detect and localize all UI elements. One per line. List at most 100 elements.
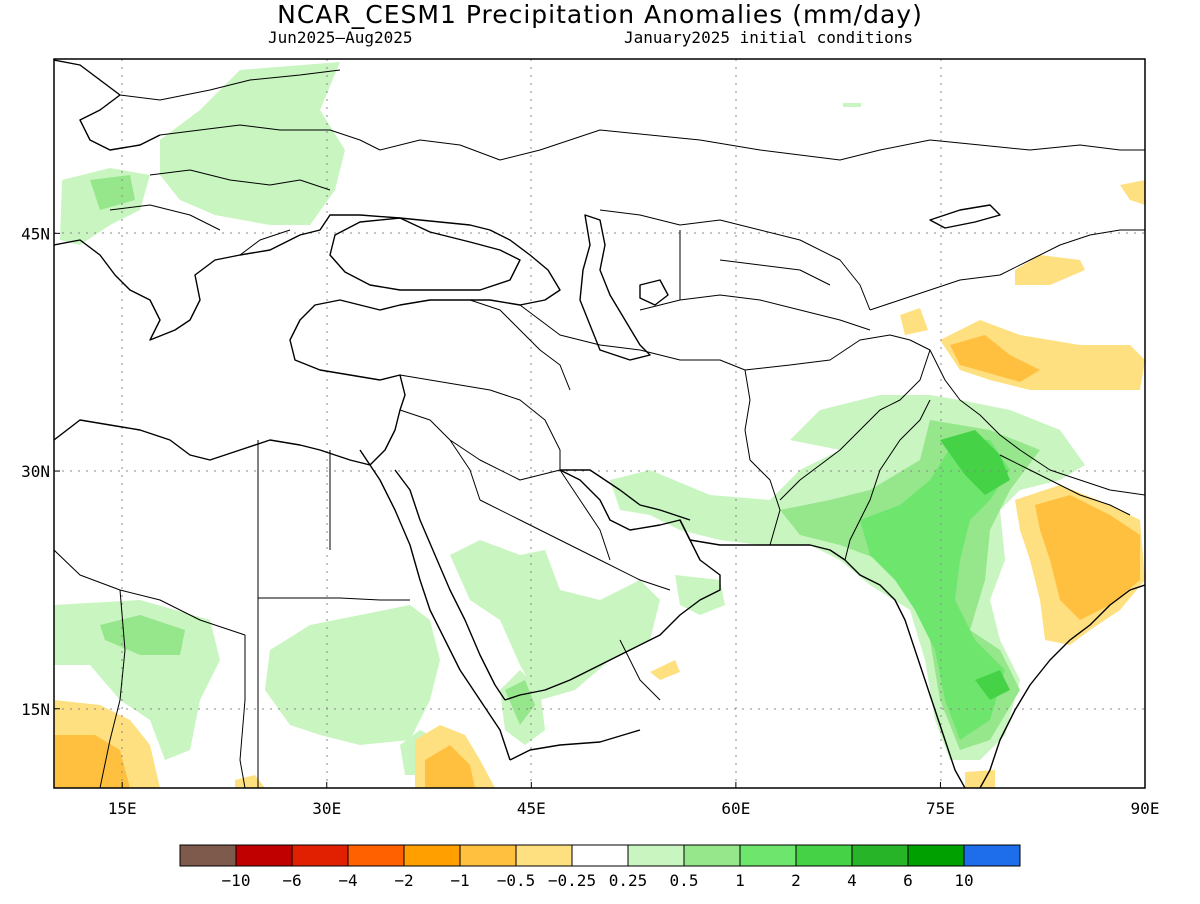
lon-tick-label: 60E (721, 799, 750, 818)
colorbar-swatch (627, 844, 685, 867)
wet-moderate-yemen (505, 680, 535, 725)
wet-region-oman (675, 575, 725, 615)
graticule (54, 59, 1145, 788)
colorbar-swatch (851, 844, 909, 867)
coastline-africa-horn (509, 729, 641, 761)
wet-moderate-sahel (100, 615, 185, 655)
colorbar-swatch (235, 844, 293, 867)
colorbar-label: −6 (282, 871, 301, 890)
colorbar-swatch (179, 844, 237, 867)
dry-region-sri-lanka (965, 770, 995, 788)
colorbar-label: −2 (394, 871, 413, 890)
wet-strong-south-india (975, 670, 1010, 700)
lon-tick-label: 15E (108, 799, 137, 818)
border-india-pakistan (844, 399, 931, 561)
coastlines (54, 59, 1145, 788)
coastline-persian-gulf (559, 469, 966, 788)
map-title: NCAR_CESM1 Precipitation Anomalies (mm/d… (277, 0, 923, 29)
wet-strong-north-india (940, 430, 1010, 495)
colorbar-label: 6 (903, 871, 913, 890)
coastline-arabia-south (504, 519, 721, 701)
dry-region-pamir (900, 308, 928, 335)
lon-tick-label: 90E (1131, 799, 1160, 818)
colorbar-label: −4 (338, 871, 357, 890)
wet-anomaly-strong (860, 430, 1010, 740)
border-central-asia (599, 209, 871, 331)
coastline-black-sea (329, 217, 521, 291)
colorbar-swatch (403, 844, 461, 867)
colorbar-label: 4 (847, 871, 857, 890)
coastline-red-sea-east (394, 469, 506, 701)
colorbar-swatch (683, 844, 741, 867)
country-borders (54, 69, 1145, 788)
border-africa (54, 440, 410, 788)
colorbar-labels: −10 −6 −4 −2 −1 −0.5 −0.25 0.25 0.5 1 2 4 6 10 (222, 871, 974, 890)
lon-tick-label: 75E (926, 799, 955, 818)
colorbar-swatch (795, 844, 853, 867)
lat-tick-label: 30N (21, 462, 50, 481)
coastline-gulf-iran (560, 469, 691, 521)
wet-anomaly-regions (54, 62, 1085, 775)
coastline-aral (639, 279, 669, 306)
lat-tick-label: 15N (21, 700, 50, 719)
dry-moderate-tibet (950, 335, 1040, 382)
lon-tick-label: 30E (312, 799, 341, 818)
colorbar-label: −0.25 (548, 871, 596, 890)
dry-moderate-ethiopia (425, 745, 475, 788)
dry-moderate-west-africa (54, 735, 130, 788)
dry-region-mongolia (1120, 180, 1145, 205)
coastline-balkhash (929, 204, 1001, 229)
colorbar-label: 1 (735, 871, 745, 890)
colorbar-swatch (963, 844, 1021, 867)
border-afghanistan-pakistan (744, 334, 931, 501)
colorbar-label: −1 (450, 871, 469, 890)
coastline-north-europe (54, 59, 161, 151)
border-india-north (929, 349, 1145, 496)
border-middle-east (399, 299, 641, 501)
colorbar-label: −0.5 (497, 871, 536, 890)
colorbar-swatch (291, 844, 349, 867)
coastline-europe-mediterranean (54, 214, 561, 466)
colorbar-swatch (571, 844, 629, 867)
dry-region-tianshan (1015, 255, 1085, 285)
period-subtitle: Jun2025–Aug2025 (268, 28, 413, 47)
dry-region-chad (235, 775, 265, 788)
dry-anomaly-moderate (54, 335, 1140, 788)
border-china-west (869, 229, 1145, 311)
colorbar-label: 10 (954, 871, 973, 890)
colorbar-swatch (907, 844, 965, 867)
longitude-axis: 15E 30E 45E 60E 75E 90E (108, 782, 1160, 818)
coastline-red-sea-west (359, 449, 511, 761)
colorbar-swatch (347, 844, 405, 867)
colorbar-swatch (459, 844, 517, 867)
wet-region-central-asia (843, 103, 861, 107)
border-russia-kazakhstan (379, 129, 1145, 161)
map-frame (53, 58, 1146, 789)
wet-region-europe (160, 62, 345, 225)
border-iran-east (639, 349, 781, 546)
lon-tick-label: 45E (517, 799, 546, 818)
lat-tick-label: 45N (21, 224, 50, 243)
wet-moderate-europe (90, 175, 135, 210)
colorbar-label: 0.25 (609, 871, 648, 890)
wet-region-arabia (450, 540, 660, 700)
border-arabia (479, 469, 671, 701)
dry-region-yemen (650, 660, 680, 680)
border-europe-east (109, 69, 381, 256)
initial-conditions-subtitle: January2025 initial conditions (624, 28, 913, 47)
colorbar-swatch (739, 844, 797, 867)
coastline-caspian (579, 214, 651, 361)
anomaly-field (54, 59, 1145, 788)
colorbar-label: −10 (222, 871, 251, 890)
coastline-india-east (979, 584, 1145, 788)
colorbar-swatch (515, 844, 573, 867)
border-india-nepal (999, 454, 1131, 516)
wet-region-sudan (265, 605, 440, 745)
colorbar-label: 2 (791, 871, 801, 890)
dry-moderate-bengal (1035, 495, 1140, 620)
colorbar (179, 844, 1021, 867)
latitude-axis: 45N 30N 15N (21, 224, 60, 719)
colorbar-label: 0.5 (670, 871, 699, 890)
wet-strong-india (860, 440, 1010, 740)
